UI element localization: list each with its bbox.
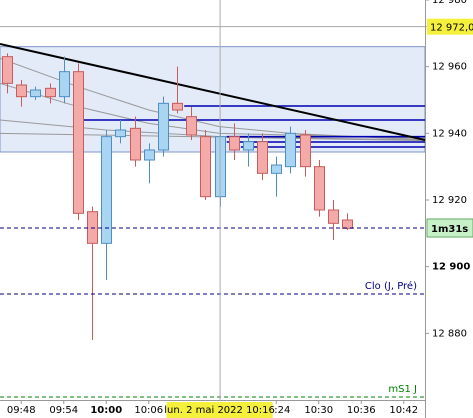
marker-label: Clo (J, Pré)	[365, 280, 417, 292]
x-tick-label: 10:42	[389, 405, 418, 416]
candle-body	[101, 136, 112, 244]
average-line	[0, 132, 425, 142]
y-tick-label: 12 940	[432, 128, 467, 139]
candle-body	[115, 129, 126, 138]
candle-body	[30, 89, 41, 98]
candle-body	[300, 134, 311, 168]
candle-body	[2, 56, 13, 84]
y-tick-label: 12 880	[432, 328, 467, 339]
candle-body	[342, 219, 353, 229]
candle-body	[314, 166, 325, 211]
crosshair-x-box	[166, 402, 273, 418]
y-tick-label: 12 900	[432, 262, 470, 273]
candle-body	[59, 71, 70, 98]
candle-body	[328, 209, 339, 224]
crosshair-x-label: lun. 2 mai 2022 10:16	[164, 405, 275, 416]
crosshair-y-box	[427, 18, 473, 35]
y-tick-label: 12 920	[432, 195, 467, 206]
candle-body	[186, 116, 197, 136]
x-tick-label: 10:00	[90, 405, 122, 416]
candle-body	[200, 136, 211, 198]
candle-body	[144, 149, 155, 161]
marker-label: 1m31s	[431, 224, 468, 235]
marker-box	[426, 218, 473, 238]
marker-label: mS1 J	[388, 384, 417, 395]
candle-body	[16, 84, 27, 98]
candle-body	[73, 71, 84, 214]
crosshair-y-label: 12 972,0	[430, 23, 473, 34]
trendline	[0, 43, 425, 141]
candle-body	[130, 127, 141, 161]
y-tick-label: 12 980	[432, 0, 467, 6]
x-tick-label: 10:36	[347, 405, 376, 416]
x-tick-label: 10:30	[304, 405, 333, 416]
candle-body	[243, 141, 254, 151]
candle-body	[271, 164, 282, 174]
candle-body	[229, 136, 240, 151]
candle-body	[172, 102, 183, 111]
y-tick-label: 12 960	[432, 62, 467, 73]
candle-body	[45, 87, 56, 98]
candle-body	[257, 141, 268, 174]
plot	[0, 43, 425, 340]
x-tick-label: 10:06	[134, 405, 163, 416]
x-tick-label: :24	[274, 405, 290, 416]
x-tick-label: 09:54	[49, 405, 78, 416]
candle-body	[158, 102, 169, 151]
x-tick-label: 09:48	[7, 405, 36, 416]
candle-body	[285, 132, 296, 168]
